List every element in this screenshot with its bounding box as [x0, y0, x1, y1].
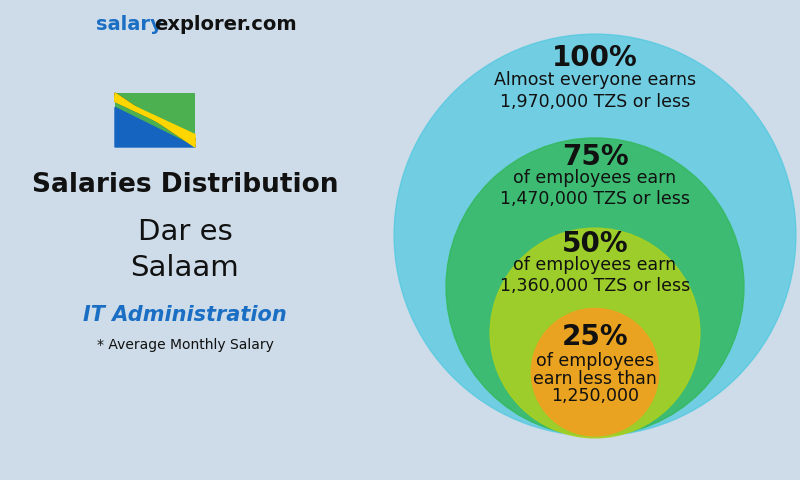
Circle shape [490, 228, 700, 438]
Polygon shape [115, 97, 195, 139]
Text: salary: salary [96, 15, 163, 35]
Circle shape [531, 309, 658, 436]
Text: 50%: 50% [562, 230, 628, 258]
Text: of employees: of employees [536, 352, 654, 370]
Text: Dar es
Salaam: Dar es Salaam [130, 217, 239, 282]
Text: 25%: 25% [562, 323, 628, 351]
Circle shape [446, 138, 744, 436]
Text: 1,250,000: 1,250,000 [551, 387, 639, 406]
Text: 1,470,000 TZS or less: 1,470,000 TZS or less [500, 190, 690, 208]
Text: 75%: 75% [562, 143, 628, 171]
Text: IT Administration: IT Administration [83, 305, 287, 325]
Polygon shape [115, 108, 195, 147]
Polygon shape [115, 96, 195, 144]
Bar [115, 93, 195, 147]
Text: 1,360,000 TZS or less: 1,360,000 TZS or less [500, 277, 690, 295]
Text: Salaries Distribution: Salaries Distribution [32, 172, 338, 198]
Text: 1,970,000 TZS or less: 1,970,000 TZS or less [500, 93, 690, 111]
Text: earn less than: earn less than [533, 370, 657, 387]
Text: 100%: 100% [552, 44, 638, 72]
Text: of employees earn: of employees earn [514, 169, 677, 187]
Text: explorer.com: explorer.com [154, 15, 296, 35]
Text: of employees earn: of employees earn [514, 256, 677, 275]
Circle shape [394, 34, 796, 436]
Text: Almost everyone earns: Almost everyone earns [494, 71, 696, 89]
Text: * Average Monthly Salary: * Average Monthly Salary [97, 338, 274, 352]
Polygon shape [115, 93, 195, 147]
Polygon shape [115, 93, 195, 147]
